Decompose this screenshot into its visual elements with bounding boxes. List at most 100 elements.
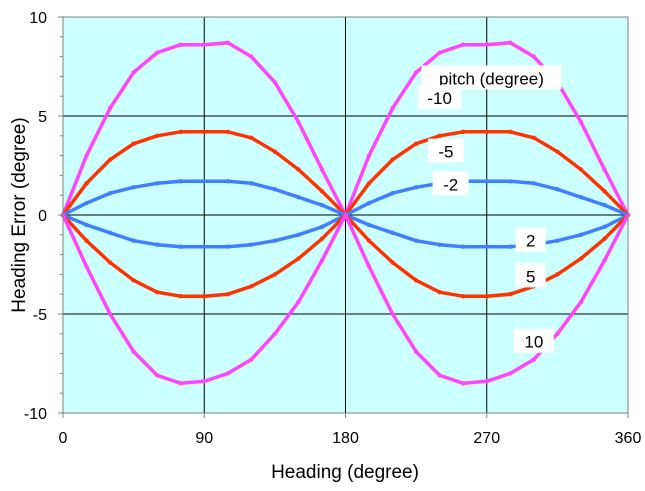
data-point (555, 187, 560, 192)
data-point (461, 293, 466, 299)
data-point (154, 181, 160, 186)
data-point (578, 194, 584, 200)
data-point (555, 149, 560, 154)
data-point (154, 133, 160, 138)
x-tick-label: 180 (332, 430, 359, 447)
data-point (225, 179, 230, 184)
data-point (390, 105, 395, 111)
data-point (461, 244, 466, 249)
data-point (202, 42, 207, 47)
data-point (225, 40, 230, 45)
y-axis-title: Heading Error (degree) (9, 117, 30, 312)
data-point (272, 187, 278, 192)
data-point (508, 179, 513, 184)
data-point (319, 167, 325, 172)
y-tick-label: -5 (33, 307, 47, 324)
data-point (154, 373, 160, 378)
x-tick-label: 270 (473, 430, 500, 447)
data-point (319, 236, 325, 241)
data-point (84, 222, 89, 228)
data-point (555, 331, 560, 336)
data-point (413, 349, 419, 354)
data-point (555, 272, 560, 277)
data-point (484, 244, 489, 249)
data-point (249, 357, 254, 362)
data-point (531, 54, 537, 59)
data-point (296, 232, 301, 237)
data-point (225, 371, 230, 376)
data-point (107, 157, 113, 162)
data-point (578, 232, 584, 237)
series-label--2: -2 (443, 175, 458, 194)
x-tick-label: 360 (615, 430, 642, 447)
data-point (437, 290, 442, 295)
data-point (272, 80, 278, 85)
data-point (319, 202, 325, 208)
label-background (515, 263, 546, 288)
data-point (413, 278, 419, 283)
series-label-2: 2 (526, 232, 535, 251)
data-point (178, 293, 183, 299)
y-tick-label: 5 (38, 109, 47, 126)
data-point (225, 244, 230, 249)
data-point (178, 244, 183, 249)
data-point (131, 70, 136, 75)
data-point (390, 311, 395, 317)
data-point (131, 278, 136, 283)
data-point (84, 153, 89, 158)
data-point (84, 264, 89, 269)
data-point (154, 290, 160, 295)
data-point (484, 179, 489, 184)
data-point (296, 119, 301, 125)
data-point (366, 264, 372, 269)
data-point (461, 129, 466, 135)
x-axis-title: Heading (degree) (271, 462, 419, 483)
data-point (508, 292, 513, 297)
data-point (437, 133, 442, 138)
data-point (461, 42, 466, 47)
data-point (154, 50, 160, 55)
data-point (531, 181, 537, 186)
data-point (319, 258, 325, 263)
data-point (131, 185, 136, 190)
data-point (484, 129, 489, 135)
label-background (432, 171, 469, 196)
data-point (390, 260, 395, 265)
x-tick-label: 90 (195, 430, 213, 447)
data-point (202, 129, 207, 135)
data-point (366, 222, 372, 228)
x-tick-label: 0 (59, 430, 68, 447)
data-point (272, 331, 278, 336)
data-point (413, 70, 419, 75)
label-background (417, 85, 462, 110)
data-point (272, 272, 278, 277)
data-point (390, 230, 395, 236)
series-label--5: -5 (438, 143, 453, 162)
data-point (437, 50, 442, 55)
y-tick-label: 0 (38, 208, 47, 225)
series-label-10: 10 (524, 333, 543, 352)
data-point (578, 256, 584, 261)
data-point (484, 293, 489, 299)
data-point (484, 42, 489, 47)
y-tick-label: 10 (29, 10, 47, 27)
data-point (602, 224, 607, 230)
data-point (602, 202, 607, 208)
data-point (531, 135, 537, 140)
data-point (249, 181, 254, 186)
data-point (84, 200, 89, 206)
data-point (319, 189, 325, 194)
data-point (508, 244, 513, 249)
data-point (84, 181, 89, 186)
series-label--10: -10 (427, 89, 452, 108)
data-point (202, 179, 207, 184)
data-point (107, 191, 113, 196)
data-point (131, 238, 136, 243)
data-point (461, 381, 466, 386)
data-point (343, 212, 348, 218)
data-point (249, 135, 254, 140)
data-point (107, 260, 113, 265)
data-point (413, 238, 419, 243)
label-background (513, 328, 554, 353)
